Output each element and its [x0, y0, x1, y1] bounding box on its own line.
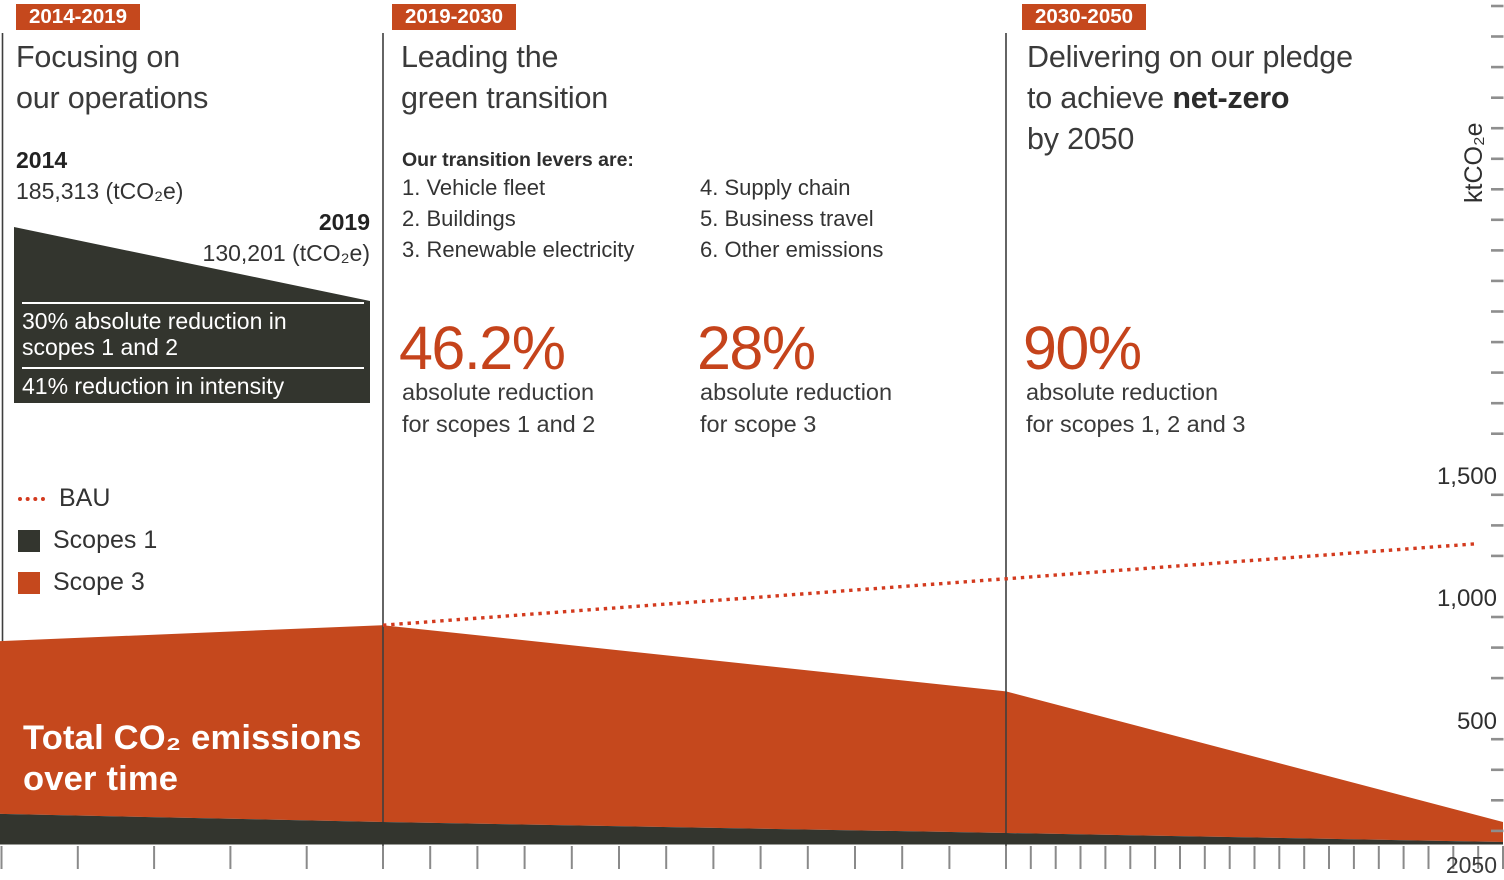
stat-value-2019: 130,201 (tCO₂e): [202, 240, 370, 266]
y-axis-unit-label: ktCO₂e: [1460, 122, 1488, 203]
lever-item: 2. Buildings: [402, 206, 516, 231]
bau-dotted-line: [382, 541, 1479, 627]
legend-label: Scope 3: [53, 568, 145, 596]
stat-caption: absolute reduction for scopes 1, 2 and 3: [1026, 377, 1245, 440]
lever-item: 6. Other emissions: [700, 237, 884, 262]
note-scope12-reduction: 30% absolute reduction in scopes 1 and 2: [22, 302, 364, 367]
note-intensity-reduction: 41% reduction in intensity: [22, 367, 364, 406]
scopes1-area: [0, 813, 1503, 845]
section-title-net-zero: Delivering on our pledge to achieve net-…: [1027, 37, 1353, 160]
period-badge-2014-2019: 2014-2019: [16, 4, 141, 30]
y-axis-tick-label-1500: 1,500: [1436, 463, 1497, 490]
caption-line: absolute reduction: [402, 379, 595, 405]
chart-title-line: over time: [23, 760, 179, 798]
section-title-green-transition: Leading the green transition: [401, 37, 608, 119]
scopes1-swatch: [18, 530, 40, 552]
chart-overlay-title: Total CO₂ emissions over time: [23, 718, 362, 800]
x-axis-end-label-2050: 2050: [1445, 852, 1497, 878]
stat-caption: absolute reduction for scope 3: [700, 377, 892, 440]
scope3-area: [0, 625, 1503, 842]
title-line: Delivering on our pledge: [1027, 40, 1353, 74]
scopes12-wedge: [14, 227, 370, 403]
title-line: by 2050: [1027, 122, 1135, 156]
title-line: to achieve: [1027, 81, 1173, 115]
caption-line: for scopes 1 and 2: [402, 410, 596, 437]
period-badge-2030-2050: 2030-2050: [1022, 4, 1147, 30]
net-zero-emphasis: net-zero: [1172, 81, 1290, 115]
bau-dotted-line-swatch: [18, 497, 45, 501]
chart-title-line: Total CO₂ emissions: [23, 719, 362, 757]
caption-line: absolute reduction: [700, 379, 893, 405]
title-line: Focusing on: [16, 40, 180, 74]
lever-item: 5. Business travel: [700, 206, 874, 231]
stat-pct-scopes12-2030: 46.2%: [399, 314, 566, 382]
y-axis-tick-label-500: 500: [1456, 708, 1497, 735]
stat-year-2014: 2014: [16, 147, 68, 173]
legend-label: Scopes 1: [53, 526, 158, 554]
levers-heading: Our transition levers are:: [402, 149, 634, 171]
period-badge-2019-2030: 2019-2030: [392, 4, 517, 30]
lever-item: 1. Vehicle fleet: [402, 175, 546, 200]
caption-line: for scopes 1, 2 and 3: [1026, 410, 1246, 437]
caption-line: for scope 3: [700, 410, 817, 437]
title-line: green transition: [401, 81, 609, 115]
stat-value-2014: 185,313 (tCO₂e): [16, 178, 184, 204]
y-axis-tick-label-1000: 1,000: [1436, 585, 1497, 612]
stat-caption: absolute reduction for scopes 1 and 2: [402, 377, 595, 440]
section-title-operations: Focusing on our operations: [16, 37, 208, 119]
stat-pct-scope3-2030: 28%: [697, 314, 816, 382]
lever-item: 4. Supply chain: [700, 175, 851, 200]
legend-label: BAU: [59, 484, 111, 512]
stat-pct-all-scopes-2050: 90%: [1023, 314, 1142, 382]
caption-line: absolute reduction: [1026, 379, 1219, 405]
levers-column-1: 1. Vehicle fleet 2. Buildings 3. Renewab…: [402, 172, 634, 265]
stat-year-2019: 2019: [318, 209, 370, 235]
lever-item: 3. Renewable electricity: [402, 237, 635, 262]
title-line: Leading the: [401, 40, 559, 74]
title-line: our operations: [16, 81, 209, 115]
scope3-swatch: [18, 572, 40, 594]
levers-column-2: 4. Supply chain 5. Business travel 6. Ot…: [700, 172, 883, 265]
wedge-annotations: 30% absolute reduction in scopes 1 and 2…: [22, 302, 364, 406]
